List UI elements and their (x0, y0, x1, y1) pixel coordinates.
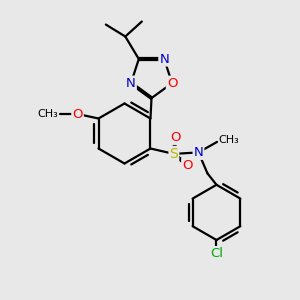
Text: S: S (169, 147, 178, 161)
Text: O: O (170, 131, 181, 144)
Text: N: N (159, 52, 169, 65)
Text: O: O (167, 77, 177, 90)
Text: N: N (194, 146, 203, 159)
Text: O: O (182, 159, 193, 172)
Text: Cl: Cl (210, 247, 223, 260)
Text: N: N (126, 77, 136, 90)
Text: CH₃: CH₃ (219, 135, 239, 146)
Text: CH₃: CH₃ (37, 109, 58, 119)
Text: O: O (72, 107, 83, 121)
